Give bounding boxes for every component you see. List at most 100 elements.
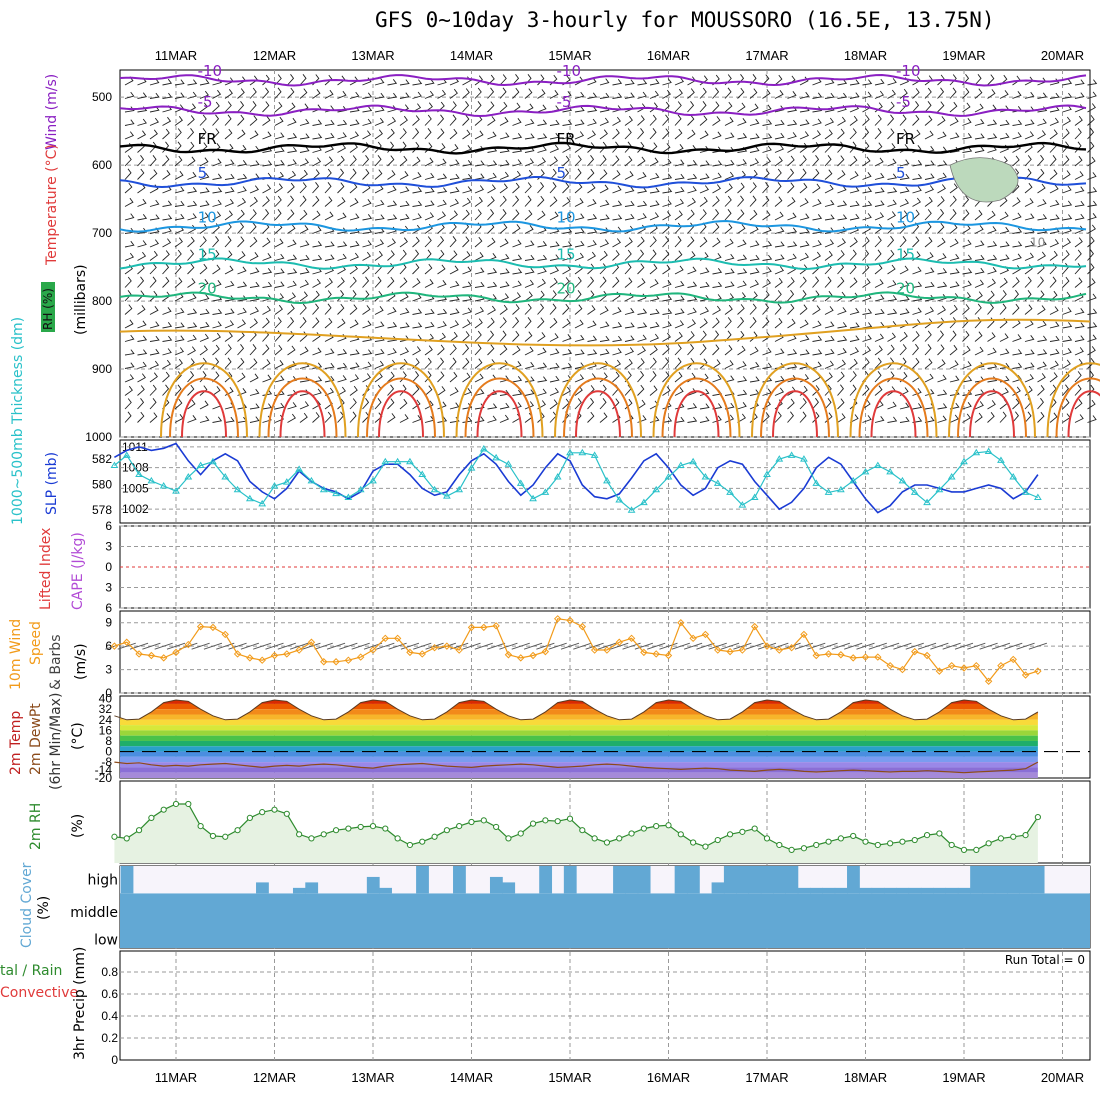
- wind10m-point: [480, 623, 488, 632]
- thickness-point: [135, 470, 143, 477]
- wind-barb: [149, 199, 160, 207]
- wind-barb: [849, 128, 857, 140]
- wind-barb: [487, 268, 498, 275]
- wind-barb: [674, 236, 682, 248]
- wind-barb: [649, 236, 657, 248]
- wind-barb: [662, 332, 671, 342]
- wind-barb: [774, 196, 783, 207]
- cloud-high-bar: [736, 866, 750, 894]
- wind-barb: [699, 196, 708, 207]
- wind-barb: [1024, 168, 1032, 180]
- wind10m-barb: [560, 642, 580, 650]
- temperature-contour-label: 10: [198, 208, 217, 226]
- wind-barb: [549, 362, 560, 369]
- wind-barb: [637, 213, 647, 221]
- date-label-top: 14MAR: [450, 48, 493, 63]
- wind-barb: [262, 281, 273, 288]
- cloud-high-bar: [859, 887, 873, 894]
- wind-barb: [862, 156, 871, 167]
- wind-barb: [874, 371, 882, 383]
- wind-barb: [862, 236, 870, 248]
- wind-barb: [824, 92, 835, 99]
- wind-barb: [437, 89, 447, 99]
- wind-barb: [687, 197, 696, 207]
- wind-barb: [187, 415, 197, 423]
- wind-barb: [737, 402, 747, 410]
- wind-barb: [274, 414, 285, 423]
- wind-barb: [787, 155, 795, 167]
- wind-barb: [999, 303, 1007, 315]
- wind-barb: [312, 119, 323, 126]
- wind-barb: [662, 416, 673, 423]
- wind-barb: [812, 305, 821, 315]
- wind-barb: [337, 119, 348, 126]
- wind-barb: [624, 200, 635, 207]
- wind-barb: [474, 403, 485, 410]
- wind-barb: [1087, 91, 1097, 99]
- wind-barb: [949, 117, 959, 126]
- wind-barb: [1049, 105, 1060, 113]
- wind-barb: [199, 90, 210, 99]
- rh2m-point: [209, 832, 217, 840]
- wind-barb: [549, 132, 560, 140]
- wind-barb: [212, 321, 222, 329]
- wind-barb: [1074, 115, 1083, 126]
- wind-barb: [824, 348, 835, 356]
- wind-barb: [674, 128, 683, 140]
- wind-barb: [599, 117, 610, 126]
- wind-barb: [187, 224, 197, 234]
- wind-barb: [724, 414, 735, 423]
- wind-barb: [374, 290, 383, 302]
- wind-barb: [1049, 155, 1057, 167]
- wind-barb: [862, 358, 870, 369]
- wind-barb: [774, 290, 782, 302]
- wind-barb: [812, 397, 819, 410]
- wind-barb: [762, 195, 770, 207]
- rh2m-point: [480, 817, 487, 824]
- lifted-index-tick-label: 6: [105, 601, 112, 615]
- wind-barb: [224, 416, 235, 423]
- thickness-point: [1009, 473, 1018, 480]
- wind-barb: [774, 144, 785, 153]
- wind-barb: [537, 254, 548, 261]
- wind-barb: [474, 101, 482, 113]
- wind-barb: [249, 236, 258, 248]
- wind-barb: [837, 250, 845, 261]
- wind-barb: [137, 118, 147, 126]
- wind-barb: [499, 171, 510, 180]
- temperature-contour-label: -5: [198, 93, 213, 111]
- wind-barb: [487, 131, 497, 140]
- wind-barb: [174, 277, 183, 288]
- wind-barb: [337, 362, 348, 369]
- rh2m-point: [320, 831, 327, 838]
- wind-barb: [899, 210, 908, 221]
- wind-barb: [724, 238, 734, 248]
- wind-barb: [987, 226, 997, 234]
- wind-barb: [187, 334, 197, 342]
- wind-barb: [137, 349, 148, 356]
- warm-contour: [563, 377, 633, 438]
- wind-barb: [287, 317, 295, 329]
- wind10m-point: [935, 667, 944, 675]
- wind-barb: [387, 185, 397, 194]
- wind-barb: [924, 306, 935, 315]
- wind-barb: [287, 182, 295, 194]
- thickness-point: [1033, 493, 1042, 500]
- wind-barb: [299, 182, 307, 194]
- wind-barb: [724, 375, 735, 383]
- wind-barb: [237, 222, 245, 234]
- wind-barb: [749, 267, 760, 275]
- wind-barb: [849, 249, 857, 261]
- wind-barb: [562, 349, 573, 356]
- wind-barb: [774, 348, 785, 356]
- wind-barb: [237, 101, 245, 113]
- wind-barb: [662, 158, 672, 167]
- wind-barb: [362, 214, 373, 221]
- wind-barb: [799, 411, 807, 423]
- wind-barb: [924, 173, 935, 180]
- wind-barb: [887, 280, 897, 288]
- wind-barb: [237, 344, 245, 356]
- wind-barb: [799, 131, 810, 140]
- wind-barb: [574, 252, 585, 261]
- wind-barb: [637, 322, 648, 329]
